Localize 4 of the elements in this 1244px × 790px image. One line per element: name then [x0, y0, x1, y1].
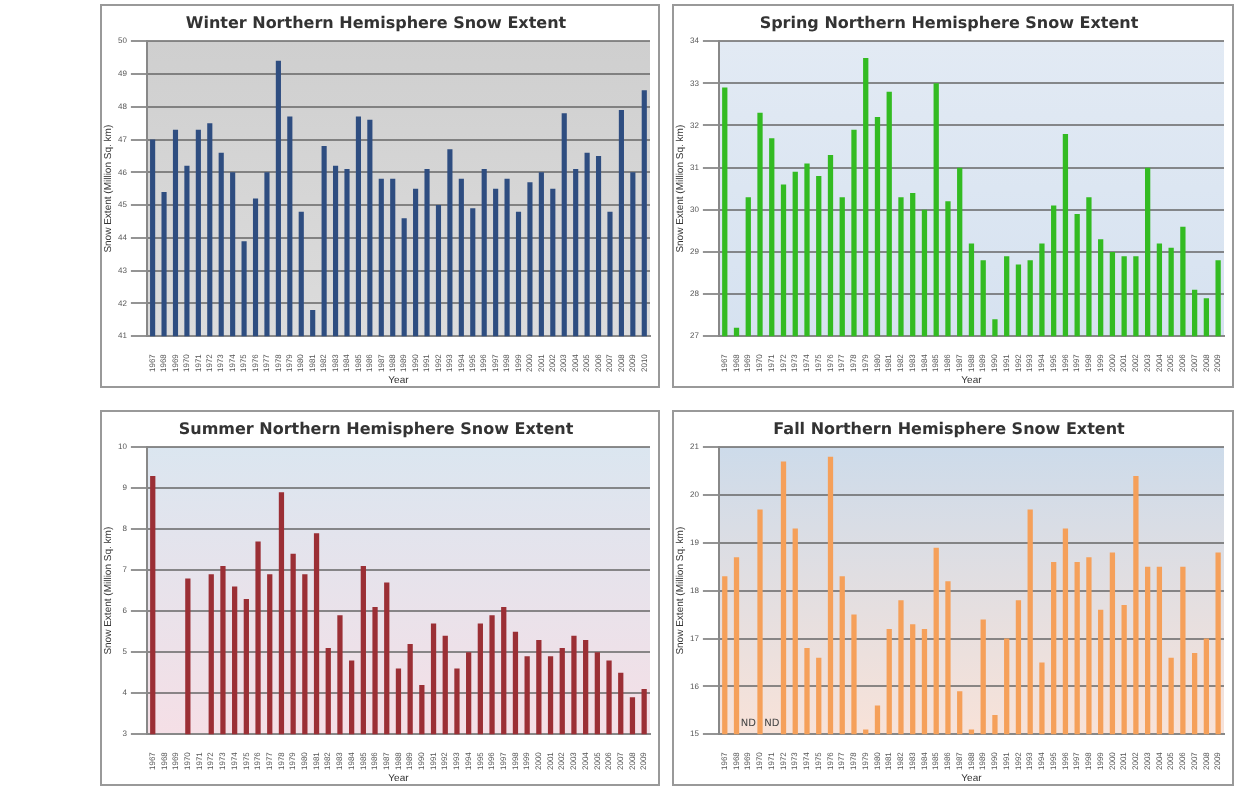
- chart-title: Fall Northern Hemisphere Snow Extent: [773, 419, 1125, 438]
- chart-title: Spring Northern Hemisphere Snow Extent: [759, 13, 1139, 32]
- chart-title: Summer Northern Hemisphere Snow Extent: [178, 419, 574, 438]
- chart-title: Winter Northern Hemisphere Snow Extent: [185, 13, 567, 32]
